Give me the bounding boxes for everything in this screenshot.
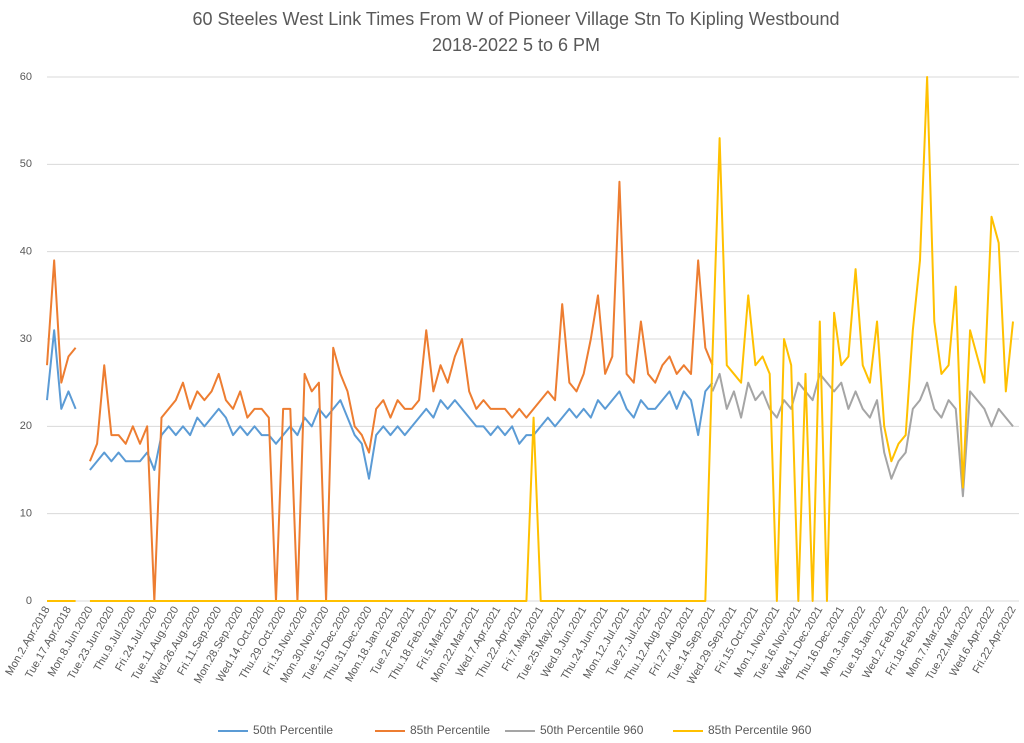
y-tick-label: 20 bbox=[20, 420, 32, 432]
y-tick-label: 30 bbox=[20, 333, 32, 345]
data-line bbox=[47, 76, 1014, 602]
legend: 50th Percentile 85th Percentile 50th Perce… bbox=[218, 723, 812, 737]
y-tick-label: 60 bbox=[20, 71, 32, 83]
y-tick-label: 40 bbox=[20, 246, 32, 258]
data-line bbox=[46, 180, 714, 602]
y-tick-label: 10 bbox=[20, 508, 32, 520]
legend-label: 85th Percentile bbox=[410, 723, 490, 737]
y-tick-label: 50 bbox=[20, 158, 32, 170]
legend-label: 85th Percentile 960 bbox=[708, 723, 812, 737]
legend-label: 50th Percentile 960 bbox=[540, 723, 644, 737]
data-line bbox=[711, 372, 1014, 498]
chart-title: 60 Steeles West Link Times From W of Pio… bbox=[193, 9, 840, 29]
legend-label: 50th Percentile bbox=[253, 723, 333, 737]
chart-subtitle: 2018-2022 5 to 6 PM bbox=[432, 35, 600, 55]
data-line bbox=[46, 329, 714, 480]
y-tick-label: 0 bbox=[26, 595, 32, 607]
